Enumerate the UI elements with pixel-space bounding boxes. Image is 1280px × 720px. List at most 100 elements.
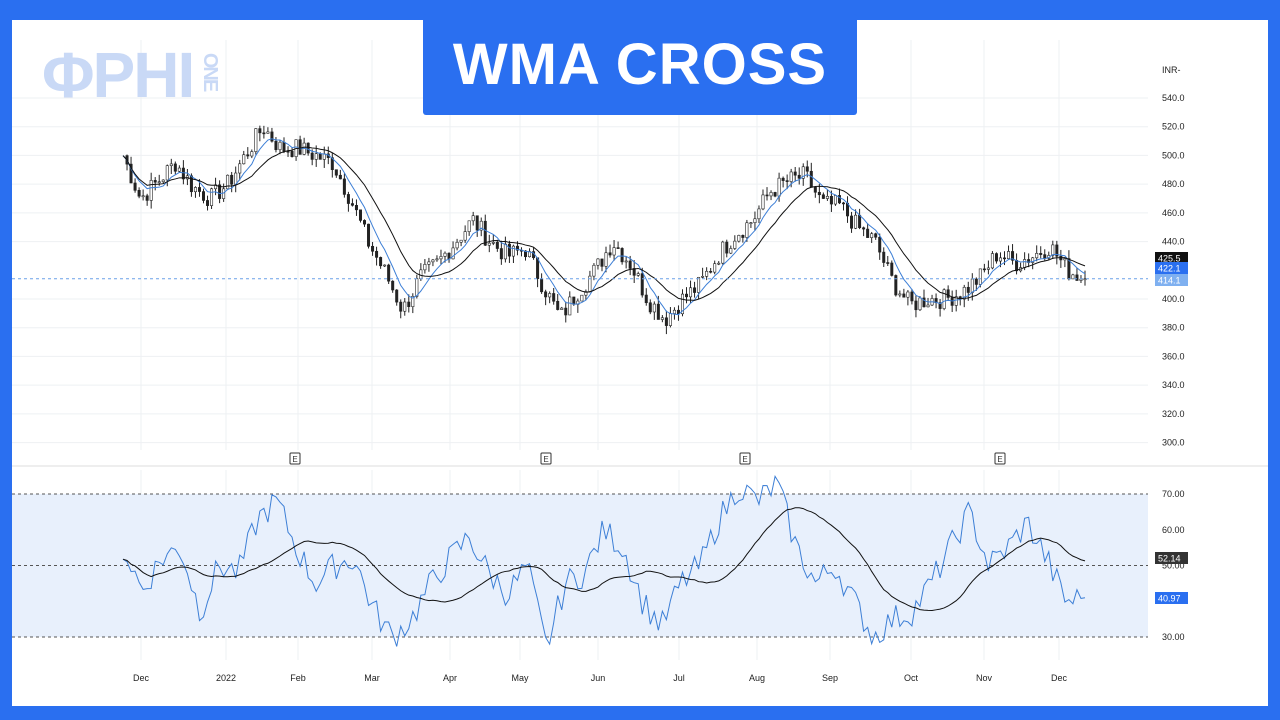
- candle: [515, 245, 519, 251]
- candle: [1002, 257, 1006, 260]
- candle: [994, 253, 998, 262]
- candle: [970, 278, 974, 293]
- candle: [169, 163, 173, 167]
- candle: [210, 188, 214, 206]
- x-tick: Nov: [976, 673, 993, 683]
- candle: [986, 267, 990, 270]
- rsi-y-tick: 30.00: [1162, 632, 1185, 642]
- rsi-ma-label-bg: [1155, 552, 1188, 564]
- candle: [411, 296, 415, 307]
- candle: [375, 250, 379, 258]
- candle: [487, 242, 491, 246]
- candle: [334, 169, 338, 176]
- candle: [133, 182, 137, 191]
- candle: [560, 307, 564, 310]
- candle: [262, 132, 266, 135]
- candle: [616, 247, 620, 249]
- candle: [246, 154, 250, 157]
- candle: [902, 293, 906, 298]
- candle: [600, 258, 604, 267]
- candle: [141, 195, 145, 198]
- candle: [491, 242, 495, 244]
- candle: [668, 313, 672, 326]
- x-tick: Dec: [1051, 673, 1068, 683]
- candle: [725, 241, 729, 254]
- candle: [222, 188, 226, 199]
- candle: [399, 301, 403, 312]
- logo-text: ΦPHI: [42, 39, 195, 111]
- candle: [226, 174, 230, 190]
- candle: [793, 171, 797, 176]
- candle: [306, 142, 310, 154]
- candle: [817, 191, 821, 196]
- y-tick: 540.0: [1162, 93, 1185, 103]
- candle: [419, 269, 423, 280]
- candle: [656, 303, 660, 320]
- candle: [870, 233, 874, 238]
- earnings-marker: [994, 452, 1006, 465]
- candle: [298, 139, 302, 155]
- y-tick: 520.0: [1162, 122, 1185, 132]
- candle: [165, 165, 169, 181]
- candle: [1075, 274, 1079, 281]
- candle: [636, 273, 640, 276]
- rsi-ma-label: 52.14: [1158, 554, 1181, 564]
- candle: [745, 222, 749, 238]
- candle: [443, 252, 447, 257]
- candle: [1023, 259, 1027, 268]
- candle: [350, 203, 354, 206]
- candle: [910, 291, 914, 302]
- candle: [890, 262, 894, 276]
- candle: [990, 253, 994, 269]
- candle: [705, 270, 709, 277]
- candle: [785, 180, 789, 182]
- candle: [850, 215, 854, 229]
- rsi-line: [122, 475, 1086, 647]
- candle: [218, 184, 222, 199]
- earnings-marker: [739, 452, 751, 465]
- candle: [773, 192, 777, 197]
- candle: [157, 181, 161, 184]
- candle: [809, 170, 813, 188]
- candle: [258, 128, 262, 134]
- candle: [894, 275, 898, 296]
- candle: [765, 194, 769, 197]
- candle: [455, 241, 459, 249]
- candle: [367, 223, 371, 247]
- candle: [435, 258, 439, 261]
- candle: [391, 280, 395, 291]
- candle: [777, 177, 781, 197]
- x-tick: Mar: [364, 673, 380, 683]
- candle: [697, 277, 701, 293]
- fast-price-label: 422.1: [1158, 264, 1181, 274]
- y-tick: 320.0: [1162, 409, 1185, 419]
- candle: [439, 256, 443, 260]
- candle: [1071, 274, 1075, 280]
- candle: [463, 231, 467, 241]
- logo: ΦPHI ONE: [42, 38, 231, 112]
- candle: [564, 307, 568, 316]
- earnings-label: E: [543, 455, 548, 464]
- candle: [548, 293, 552, 298]
- candle: [580, 294, 584, 302]
- candle: [801, 166, 805, 179]
- candle: [427, 261, 431, 265]
- candle: [833, 195, 837, 205]
- candle: [882, 251, 886, 263]
- candle: [729, 248, 733, 254]
- y-tick: 340.0: [1162, 380, 1185, 390]
- candle: [874, 233, 878, 238]
- candle: [854, 214, 858, 229]
- candle: [946, 289, 950, 298]
- candle: [475, 215, 479, 231]
- candle: [769, 192, 773, 197]
- candle: [761, 194, 765, 210]
- candle: [181, 167, 185, 180]
- candle: [431, 259, 435, 263]
- candle: [153, 180, 157, 183]
- candle: [974, 278, 978, 285]
- candle: [1035, 253, 1039, 259]
- candle: [149, 180, 153, 201]
- y-tick: 380.0: [1162, 323, 1185, 333]
- wma-slow-line: [122, 146, 1086, 301]
